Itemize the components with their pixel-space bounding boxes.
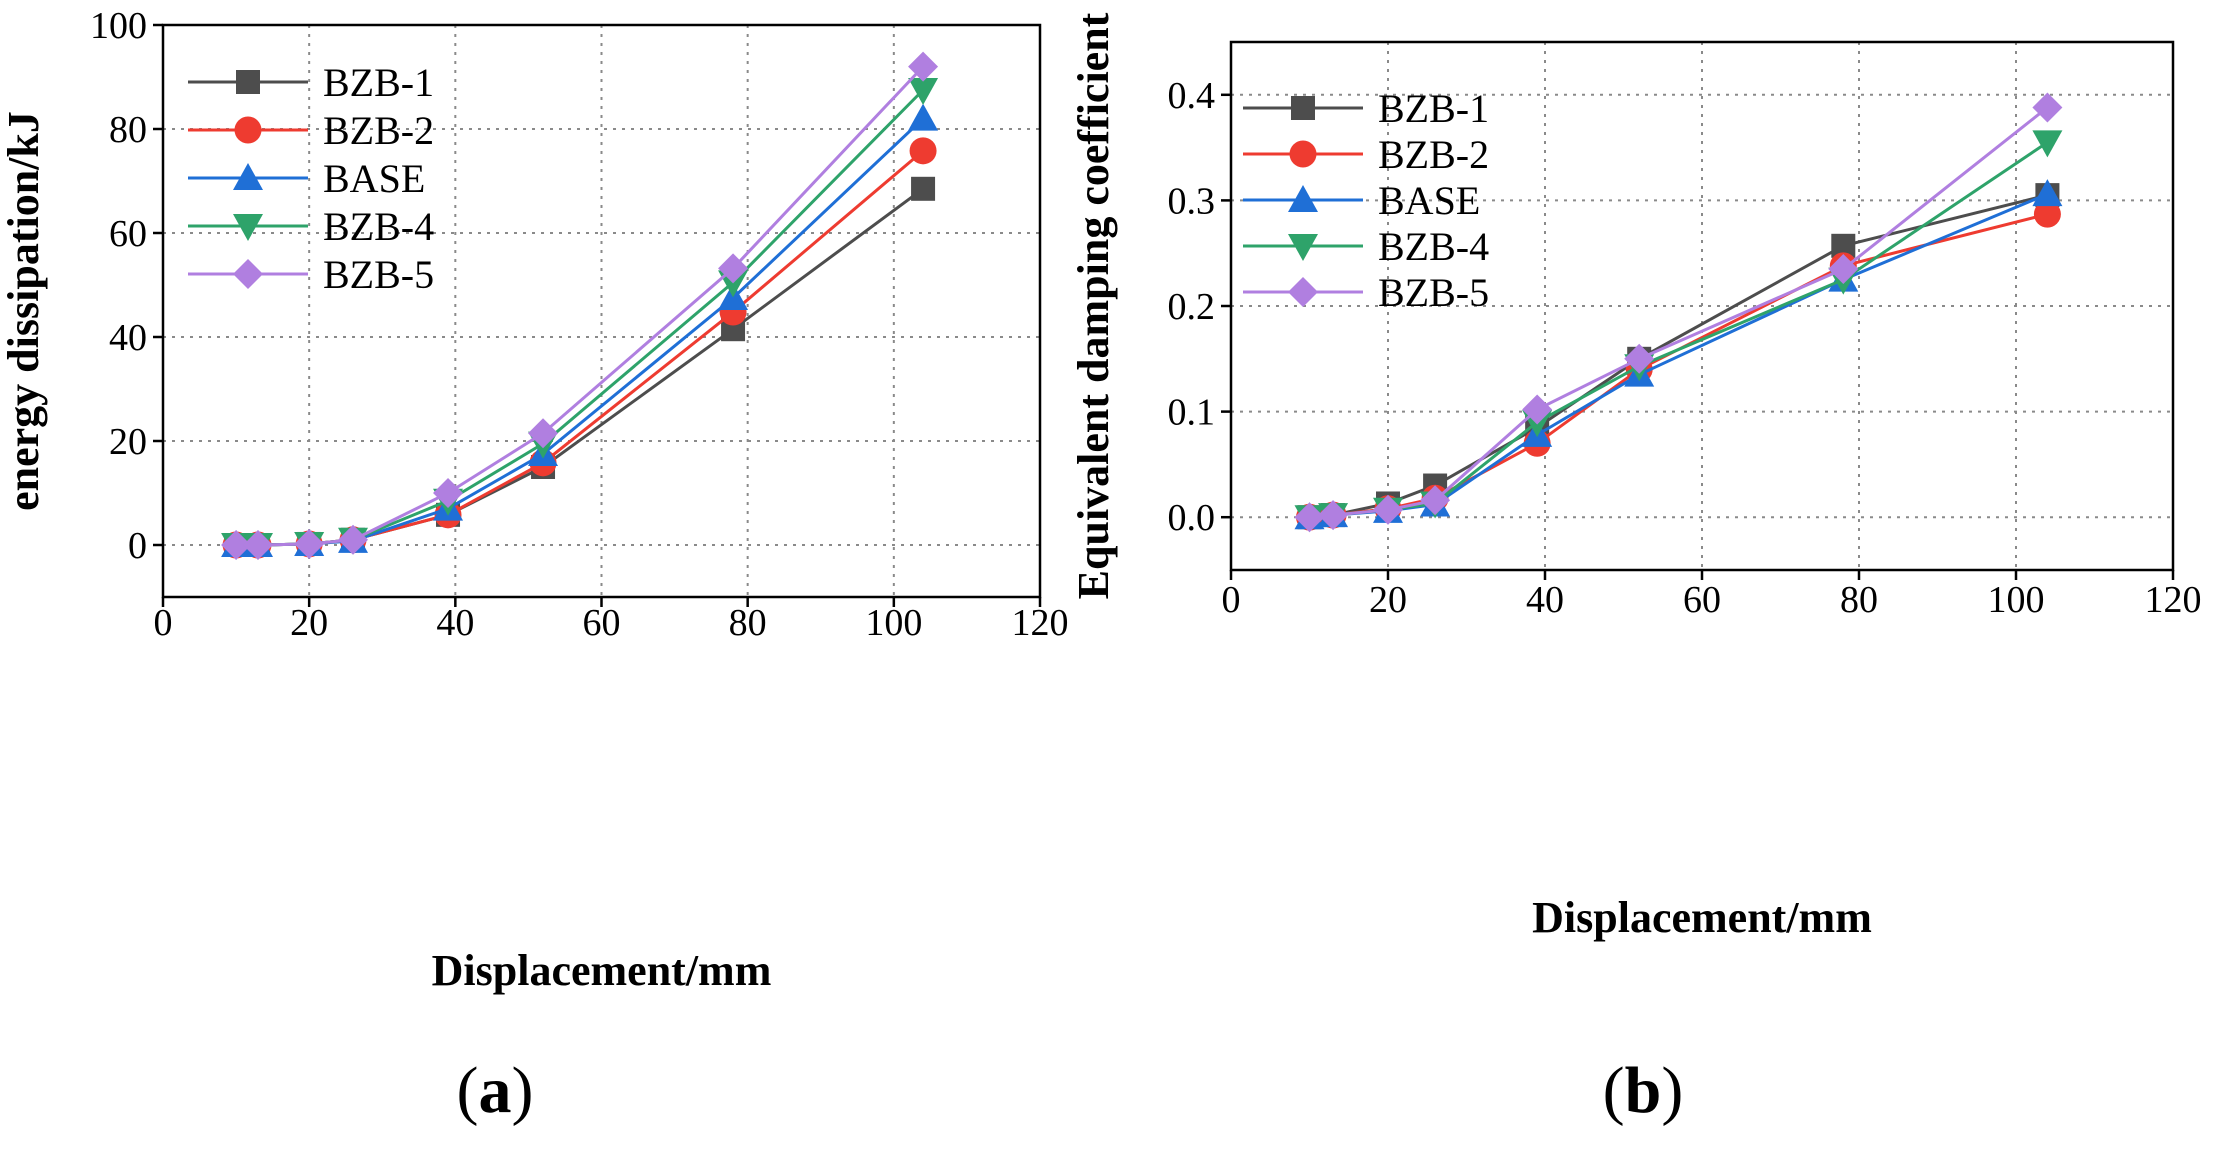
- panel-label-a-text: a: [479, 1054, 512, 1127]
- data-point-base: [2032, 179, 2063, 207]
- data-point-bzb-5: [1373, 494, 1403, 525]
- legend-marker-bzb-1: [236, 70, 260, 94]
- x-tick-label: 100: [1988, 579, 2045, 621]
- x-tick-label: 100: [865, 602, 922, 644]
- data-point-bzb-5: [2032, 92, 2063, 123]
- data-point-bzb-5: [1420, 485, 1451, 516]
- data-point-bzb-4: [2032, 130, 2063, 158]
- legend-label-bzb-4: BZB-4: [1378, 224, 1489, 269]
- y-tick-label: 0.0: [1168, 497, 1216, 539]
- y-tick-label: 0.3: [1168, 180, 1216, 222]
- legend-marker-base: [1288, 185, 1318, 212]
- y-tick-label: 0.2: [1168, 286, 1216, 328]
- x-tick-label: 120: [1012, 602, 1069, 644]
- legend-label-bzb-1: BZB-1: [323, 60, 434, 105]
- x-axis-title: Displacement/mm: [1532, 893, 1872, 942]
- legend-marker-bzb-4: [233, 214, 263, 241]
- y-tick-label: 100: [90, 5, 147, 47]
- x-axis-title: Displacement/mm: [432, 946, 772, 995]
- legend-marker-bzb-5: [1288, 277, 1318, 307]
- x-tick-label: 80: [1840, 579, 1878, 621]
- legend-label-bzb-5: BZB-5: [323, 252, 434, 297]
- x-tick-label: 20: [290, 602, 328, 644]
- data-point-bzb-1: [911, 176, 936, 201]
- data-point-bzb-5: [221, 530, 252, 560]
- data-point-bzb-5: [433, 478, 464, 508]
- data-point-bzb-5: [528, 418, 559, 449]
- x-tick-label: 60: [1683, 579, 1721, 621]
- data-point-bzb-2: [2033, 200, 2061, 228]
- data-point-bzb-5: [1318, 500, 1349, 531]
- legend-label-bzb-4: BZB-4: [323, 204, 434, 249]
- data-point-base: [908, 103, 939, 131]
- data-point-bzb-5: [294, 528, 325, 559]
- panel-label-b: (b): [1603, 1054, 1684, 1127]
- x-tick-label: 0: [154, 602, 173, 644]
- data-point-bzb-1: [1831, 233, 1856, 258]
- y-tick-label: 80: [109, 109, 147, 151]
- chart-panel-b: 0 20 40 60 80 100 120 0.0 0.1 0.2 0.3 0.4 Displaceme…: [1069, 12, 2202, 942]
- y-axis-title: Equivalent damping coefficient: [1069, 12, 1118, 599]
- y-axis-title: energy dissipation/kJ: [0, 111, 48, 511]
- legend-marker-bzb-5: [233, 259, 263, 289]
- data-point-bzb-5: [718, 253, 749, 284]
- legend-label-bzb-2: BZB-2: [323, 108, 434, 153]
- legend-marker-bzb-4: [1288, 234, 1318, 261]
- data-point-bzb-5: [243, 530, 274, 560]
- y-tick-label: 0: [128, 525, 147, 567]
- data-point-bzb-5: [1624, 343, 1655, 374]
- data-point-bzb-5: [338, 524, 369, 555]
- legend-label-base: BASE: [323, 156, 425, 201]
- legend-marker-bzb-2: [234, 116, 262, 144]
- legend-marker-bzb-1: [1291, 96, 1315, 120]
- data-point-bzb-2: [909, 137, 937, 165]
- data-point-bzb-5: [1294, 502, 1325, 533]
- data-point-bzb-5: [908, 51, 939, 82]
- y-tick-label: 0.4: [1168, 75, 1216, 117]
- legend-label-bzb-5: BZB-5: [1378, 270, 1489, 315]
- data-point-bzb-5: [1522, 394, 1553, 425]
- legend-marker-bzb-2: [1289, 140, 1317, 168]
- legend-label-bzb-2: BZB-2: [1378, 132, 1489, 177]
- y-tick-label: 0.1: [1168, 392, 1216, 434]
- x-tick-label: 40: [1526, 579, 1564, 621]
- chart-panel-a: 0 20 40 60 80 100 120 0 20 40 60 80 100 Displacement/…: [0, 5, 1069, 995]
- x-tick-label: 60: [583, 602, 621, 644]
- panel-label-a: (a): [457, 1054, 534, 1127]
- panel-label-b-text: b: [1625, 1054, 1662, 1127]
- data-point-bzb-4: [718, 270, 749, 298]
- legend-marker-base: [233, 163, 263, 190]
- x-tick-label: 120: [2145, 579, 2202, 621]
- x-tick-label: 40: [436, 602, 474, 644]
- y-tick-label: 60: [109, 213, 147, 255]
- x-tick-label: 0: [1222, 579, 1241, 621]
- x-tick-label: 20: [1369, 579, 1407, 621]
- x-tick-label: 80: [729, 602, 767, 644]
- legend-label-bzb-1: BZB-1: [1378, 86, 1489, 131]
- legend-label-base: BASE: [1378, 178, 1480, 223]
- y-tick-label: 40: [109, 317, 147, 359]
- y-tick-label: 20: [109, 421, 147, 463]
- data-point-bzb-4: [908, 78, 939, 105]
- data-point-bzb-5: [1828, 254, 1859, 285]
